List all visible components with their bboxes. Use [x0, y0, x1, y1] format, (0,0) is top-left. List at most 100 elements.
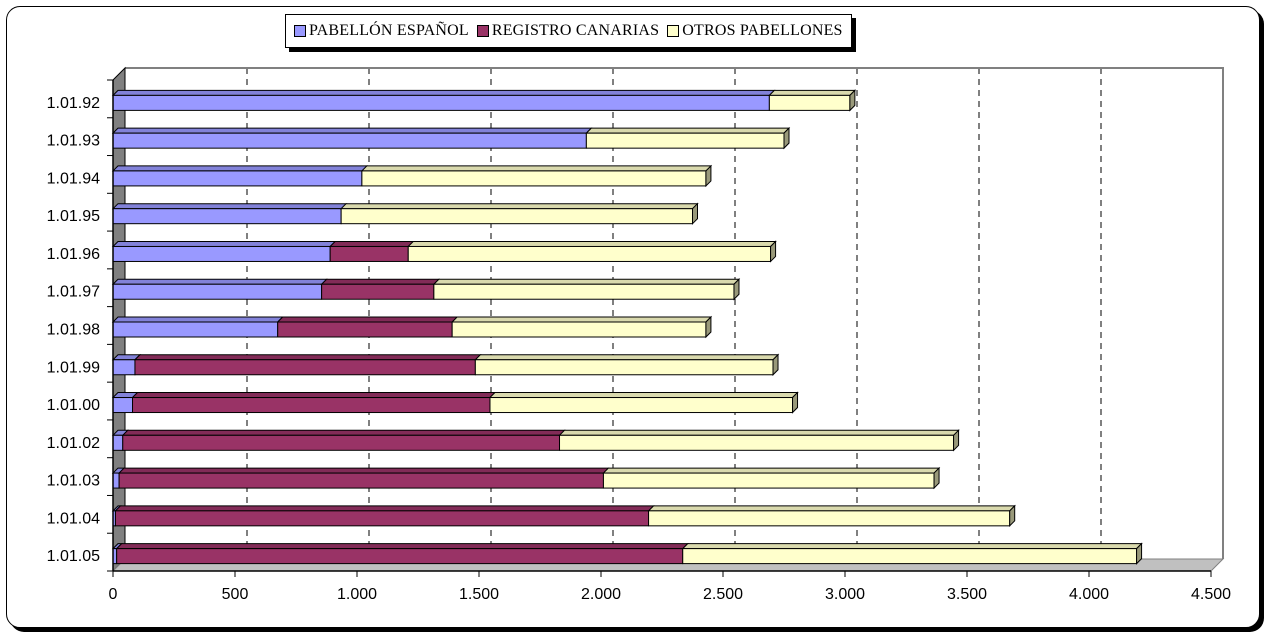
bar-top-1.01.94-2 — [360, 165, 713, 172]
bar-top-1.01.95-2 — [339, 203, 699, 210]
bar-top-1.01.93-2 — [585, 127, 791, 134]
bar-1.01.98-2 — [451, 321, 707, 338]
x-tick-label-500: 500 — [222, 586, 249, 603]
bar-end-1.01.03 — [933, 466, 940, 490]
y-tick-label-1.01.96: 1.01.96 — [47, 246, 100, 263]
bar-end-1.01.98 — [705, 315, 712, 339]
bar-1.01.03-2 — [602, 472, 935, 489]
bar-1.01.97-0 — [112, 283, 323, 300]
y-tick-label-1.01.93: 1.01.93 — [47, 133, 100, 150]
x-tick-label-3000: 3.000 — [825, 586, 865, 603]
y-tick-label-1.01.95: 1.01.95 — [47, 208, 100, 225]
bar-1.01.96-2 — [407, 245, 772, 262]
legend-label-registro-canarias: REGISTRO CANARIAS — [491, 22, 660, 39]
bar-1.01.95-0 — [112, 208, 342, 225]
bar-1.01.00-0 — [112, 397, 134, 414]
y-tick-label-1.01.97: 1.01.97 — [47, 284, 100, 301]
bar-1.01.92-2 — [768, 94, 851, 111]
bar-top-1.01.97-0 — [111, 278, 328, 285]
bar-1.01.00-1 — [132, 397, 491, 414]
bar-top-1.01.99-1 — [133, 354, 482, 361]
bar-1.01.04-2 — [648, 510, 1011, 527]
bar-top-1.01.05-2 — [681, 543, 1143, 550]
bar-end-1.01.93 — [783, 126, 790, 150]
x-tick-label-2500: 2.500 — [703, 586, 743, 603]
bar-1.01.99-2 — [474, 359, 774, 376]
bar-top-1.01.95-0 — [111, 203, 348, 210]
y-tick-label-1.01.94: 1.01.94 — [47, 170, 100, 187]
bar-top-1.01.98-1 — [276, 316, 459, 323]
bar-1.01.05-1 — [116, 548, 684, 565]
y-tick-label-1.01.03: 1.01.03 — [47, 473, 100, 490]
bar-top-1.01.02-1 — [121, 429, 566, 436]
bar-end-1.01.02 — [953, 429, 960, 452]
bar-top-1.01.03-1 — [117, 467, 610, 474]
bar-1.01.98-1 — [277, 321, 453, 338]
bar-top-1.01.98-2 — [450, 316, 713, 323]
bar-top-1.01.02-2 — [558, 429, 960, 436]
bar-1.01.03-0 — [112, 472, 120, 489]
bar-end-1.01.92 — [849, 89, 856, 112]
legend-swatch-otros-pabellones — [667, 25, 680, 37]
bar-top-1.01.04-1 — [114, 505, 655, 512]
bar-top-1.01.03-2 — [602, 467, 941, 474]
bar-top-1.01.96-1 — [328, 240, 415, 247]
bar-1.01.93-2 — [585, 132, 785, 149]
y-tick-label-1.01.04: 1.01.04 — [47, 510, 100, 527]
bar-1.01.04-1 — [114, 510, 650, 527]
x-tick-label-1000: 1.000 — [337, 586, 377, 603]
x-tick-label-4500: 4.500 — [1191, 586, 1231, 603]
y-tick-label-1.01.00: 1.01.00 — [47, 397, 100, 414]
bar-end-1.01.97 — [733, 278, 740, 301]
bar-top-1.01.99-2 — [474, 354, 780, 361]
legend-item-otros-pabellones: OTROS PABELLONES — [667, 22, 842, 40]
bar-1.01.94-2 — [361, 170, 707, 187]
bar-top-1.01.92-0 — [111, 89, 776, 96]
plot-back-wall — [125, 67, 1224, 559]
bar-end-1.01.05 — [1136, 542, 1143, 565]
bar-end-1.01.99 — [772, 353, 779, 376]
bar-top-1.01.97-1 — [320, 278, 441, 285]
x-tick-label-2000: 2.000 — [581, 586, 621, 603]
y-tick-label-1.01.98: 1.01.98 — [47, 322, 100, 339]
bar-1.01.98-0 — [112, 321, 279, 338]
bar-top-1.01.05-1 — [115, 543, 689, 550]
y-tick-label-1.01.02: 1.01.02 — [47, 435, 100, 452]
legend-swatch-pabellon-espanol — [294, 25, 306, 37]
bar-top-1.01.94-0 — [111, 165, 369, 172]
bar-1.01.02-2 — [559, 434, 955, 451]
bar-1.01.02-0 — [112, 434, 124, 451]
x-tick-label-1500: 1.500 — [459, 586, 499, 603]
bar-1.01.03-1 — [118, 472, 604, 489]
bar-1.01.95-2 — [340, 208, 693, 225]
legend-item-pabellon-espanol: PABELLÓN ESPAÑOL — [294, 22, 469, 40]
bar-top-1.01.92-2 — [768, 89, 857, 96]
bar-top-1.01.96-2 — [407, 240, 777, 247]
bar-1.01.96-0 — [112, 245, 331, 262]
bar-1.01.92-0 — [112, 94, 770, 111]
bar-top-1.01.00-1 — [131, 392, 497, 399]
bar-top-1.01.04-2 — [647, 505, 1016, 512]
y-tick-label-1.01.99: 1.01.99 — [47, 359, 100, 376]
y-tick-label-1.01.92: 1.01.92 — [47, 95, 100, 112]
bar-1.01.05-2 — [682, 548, 1138, 565]
bar-end-1.01.04 — [1009, 504, 1016, 528]
bar-1.01.93-0 — [112, 132, 587, 149]
legend: PABELLÓN ESPAÑOL REGISTRO CANARIAS OTROS… — [285, 14, 852, 48]
bar-1.01.97-1 — [321, 283, 435, 300]
legend-label-otros-pabellones: OTROS PABELLONES — [682, 22, 843, 39]
legend-swatch-registro-canarias — [476, 25, 489, 37]
y-tick-label-1.01.05: 1.01.05 — [47, 548, 100, 565]
x-tick-label-3500: 3.500 — [947, 586, 987, 603]
bar-top-1.01.97-2 — [432, 278, 741, 285]
legend-label-pabellon-espanol: PABELLÓN ESPAÑOL — [309, 22, 469, 39]
bar-1.01.02-1 — [122, 434, 561, 451]
bar-end-1.01.94 — [705, 164, 712, 188]
legend-item-registro-canarias: REGISTRO CANARIAS — [476, 22, 660, 40]
bar-1.01.00-2 — [489, 397, 794, 414]
bar-1.01.99-0 — [112, 359, 136, 376]
bar-end-1.01.00 — [792, 391, 799, 414]
bar-1.01.94-0 — [112, 170, 363, 187]
x-tick-label-4000: 4.000 — [1069, 586, 1109, 603]
